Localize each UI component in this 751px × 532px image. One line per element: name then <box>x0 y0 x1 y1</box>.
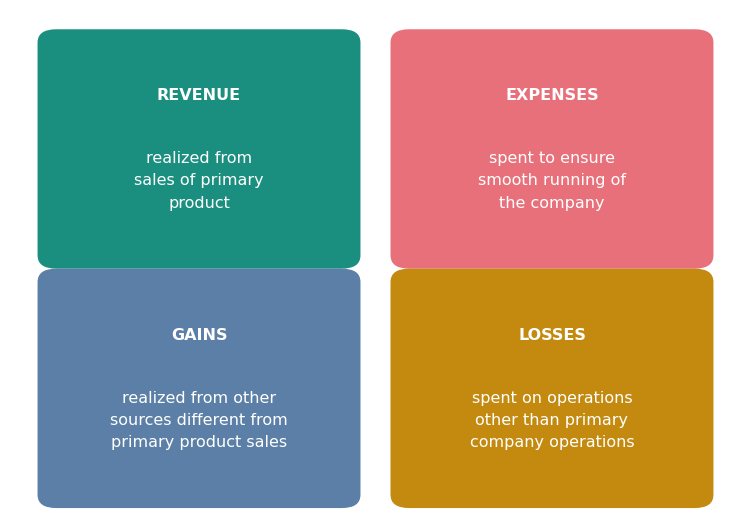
Text: spent to ensure
smooth running of
the company: spent to ensure smooth running of the co… <box>478 151 626 211</box>
Text: EXPENSES: EXPENSES <box>505 88 599 103</box>
FancyBboxPatch shape <box>38 29 360 269</box>
Text: spent on operations
other than primary
company operations: spent on operations other than primary c… <box>469 390 635 450</box>
Text: realized from
sales of primary
product: realized from sales of primary product <box>134 151 264 211</box>
Text: LOSSES: LOSSES <box>518 328 586 343</box>
Text: REVENUE: REVENUE <box>157 88 241 103</box>
FancyBboxPatch shape <box>391 29 713 269</box>
FancyBboxPatch shape <box>391 269 713 508</box>
Text: realized from other
sources different from
primary product sales: realized from other sources different fr… <box>110 390 288 450</box>
Text: GAINS: GAINS <box>170 328 228 343</box>
FancyBboxPatch shape <box>38 269 360 508</box>
